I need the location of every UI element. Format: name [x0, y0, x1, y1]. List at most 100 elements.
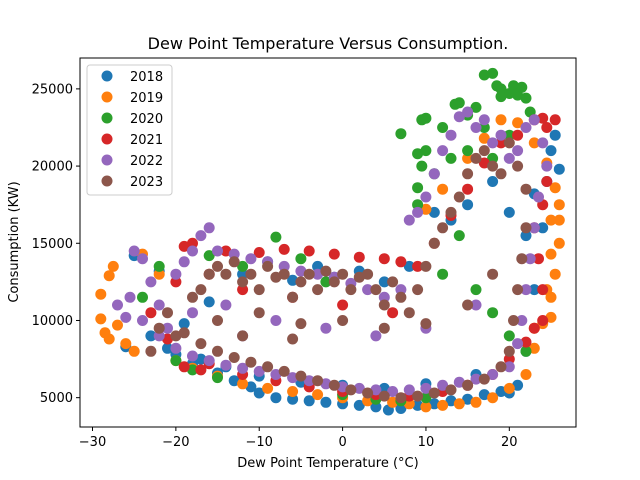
point-2019-6	[112, 319, 123, 331]
point-2023-20	[320, 265, 332, 277]
point-2020-14	[412, 199, 424, 211]
point-2021-2	[220, 245, 232, 257]
point-2018-50	[145, 330, 157, 342]
point-2022-55	[403, 384, 415, 396]
point-2023-51	[478, 373, 490, 385]
point-2023-52	[462, 379, 474, 391]
point-2022-6	[153, 299, 165, 311]
point-2018-31	[549, 129, 561, 141]
point-2022-28	[428, 168, 440, 180]
point-2022-65	[237, 362, 249, 374]
point-2019-0	[95, 313, 107, 325]
point-2022-29	[437, 145, 449, 157]
legend-label-2021: 2021	[130, 133, 163, 148]
point-2022-75	[370, 330, 382, 342]
point-2021-44	[170, 276, 182, 288]
point-2021-23	[541, 176, 553, 187]
point-2020-48	[153, 260, 165, 272]
point-2022-69	[170, 342, 182, 354]
legend-marker-2018	[101, 70, 113, 82]
point-2023-3	[170, 330, 182, 342]
point-2021-29	[528, 322, 540, 334]
point-2023-38	[470, 152, 482, 164]
point-2019-36	[549, 182, 561, 194]
point-2022-5	[145, 276, 157, 288]
point-2022-58	[353, 382, 365, 394]
point-2020-24	[487, 67, 499, 79]
x-tick-label: −20	[162, 435, 189, 450]
point-2023-21	[328, 276, 340, 288]
point-2022-19	[312, 268, 324, 280]
point-2019-47	[553, 214, 565, 226]
point-2020-1	[187, 364, 198, 376]
point-2019-39	[512, 117, 524, 129]
point-2022-13	[212, 245, 223, 257]
point-2023-9	[228, 256, 240, 268]
point-2022-30	[445, 129, 457, 141]
point-2022-54	[420, 382, 432, 394]
point-2021-22	[549, 114, 561, 126]
point-2020-20	[453, 97, 465, 109]
point-2018-18	[412, 399, 424, 411]
y-tick-label: 10000	[32, 314, 73, 329]
point-2023-25	[362, 268, 374, 280]
legend: 2018 2019 2020 2021 2022 2023	[86, 64, 173, 196]
point-2019-38	[528, 137, 540, 149]
point-2022-49	[503, 361, 515, 373]
point-2020-2	[212, 372, 223, 384]
point-2019-2	[103, 333, 115, 345]
series-2022	[112, 106, 553, 397]
point-2019-22	[420, 401, 432, 413]
point-2022-0	[112, 299, 123, 311]
point-2023-27	[378, 299, 390, 311]
point-2022-17	[278, 260, 290, 272]
point-2022-36	[495, 129, 507, 141]
y-axis-ticks: 5000 10000 15000 20000 25000	[32, 82, 80, 406]
point-2020-49	[137, 291, 148, 303]
point-2022-62	[287, 372, 299, 384]
point-2020-18	[437, 122, 449, 133]
point-2022-72	[220, 299, 232, 311]
point-2018-34	[520, 230, 532, 242]
point-2023-8	[220, 268, 232, 280]
point-2022-41	[537, 137, 549, 149]
point-2018-15	[370, 401, 382, 413]
point-2022-77	[470, 299, 482, 311]
point-2023-70	[212, 315, 223, 326]
x-axis-label: Dew Point Temperature (°C)	[237, 456, 418, 471]
point-2021-21	[541, 122, 553, 133]
point-2021-18	[512, 129, 524, 141]
point-2020-13	[412, 182, 424, 194]
point-2023-35	[445, 206, 457, 218]
point-2023-69	[178, 327, 190, 339]
point-2023-74	[378, 322, 390, 334]
x-tick-label: −10	[246, 435, 273, 450]
point-2023-67	[212, 345, 223, 357]
point-2021-28	[537, 315, 549, 326]
point-2018-20	[445, 395, 457, 407]
legend-marker-2020	[101, 112, 113, 124]
point-2022-12	[203, 222, 215, 234]
point-2020-43	[487, 307, 499, 319]
point-2018-22	[478, 389, 490, 401]
point-2019-8	[128, 345, 140, 357]
point-2018-36	[487, 176, 499, 187]
point-2020-34	[478, 122, 490, 133]
point-2019-32	[549, 268, 561, 280]
point-2023-2	[162, 307, 173, 319]
x-tick-label: 20	[501, 435, 518, 450]
legend-marker-2019	[101, 91, 113, 103]
point-2022-14	[228, 248, 240, 260]
point-2023-75	[420, 318, 432, 330]
point-2022-64	[253, 365, 265, 377]
point-2019-27	[503, 382, 515, 394]
point-2021-42	[162, 333, 173, 345]
point-2022-23	[378, 291, 390, 303]
point-2022-56	[387, 386, 399, 397]
point-2021-7	[303, 245, 315, 257]
point-2023-16	[287, 291, 299, 303]
point-2023-29	[395, 291, 407, 303]
legend-label-2023: 2023	[130, 175, 163, 190]
point-2019-4	[103, 270, 115, 282]
